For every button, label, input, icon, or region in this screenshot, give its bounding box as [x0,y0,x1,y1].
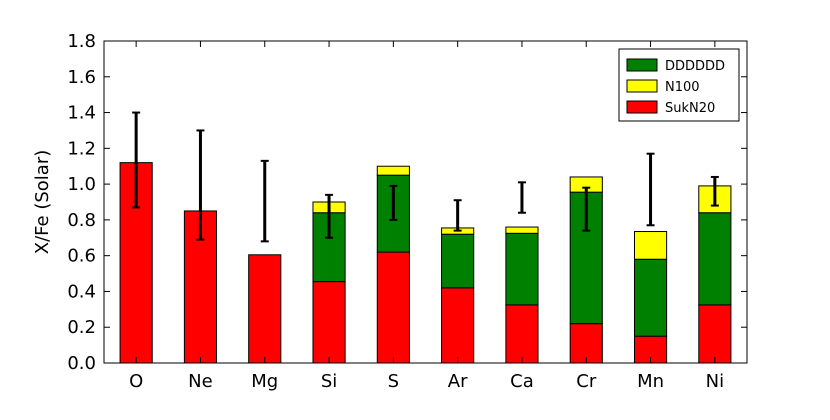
y-tick-label: 1.6 [67,67,96,88]
x-axis: O Ne Mg Si S Ar Ca Cr Mn Ni [129,41,724,392]
bar-s-n100 [376,165,410,176]
bar-mn-n100 [633,231,668,260]
legend-swatch-dddddd [626,58,658,72]
bar-mn-dddddd [633,258,668,337]
bars-layer [119,162,732,364]
x-tick-label-o: O [129,371,143,392]
legend-label-dddddd: DDDDDD [665,59,725,74]
bar-ca-sukn20 [505,304,539,364]
bar-ar-dddddd [441,233,475,289]
x-tick-label-ni: Ni [706,371,724,392]
error-bar-ni [710,175,719,207]
y-tick-label: 0.2 [67,317,96,338]
bar-ar-sukn20 [441,287,475,364]
x-tick-label-mg: Mg [251,371,278,392]
y-axis: 0.0 0.2 0.4 0.6 0.8 1.0 1.2 1.4 1.6 1.8 [67,31,747,374]
plot-frame [103,40,748,364]
error-bar-s [389,184,398,221]
x-tick-label-ca: Ca [510,371,534,392]
y-tick-label: 0.6 [67,246,96,267]
y-tick-label: 1.0 [67,174,96,195]
y-axis-label: X/Fe (Solar) [32,150,53,254]
error-bar-ca [517,181,526,214]
legend-label-n100: N100 [665,80,700,95]
y-tick-label: 0.0 [67,353,96,374]
bar-s-sukn20 [376,251,410,364]
bar-ca-dddddd [505,232,539,306]
error-bar-ne [196,129,205,241]
error-bar-mn [646,152,655,227]
y-tick-label: 1.4 [67,103,96,124]
bar-si-sukn20 [312,281,346,364]
x-tick-label-ne: Ne [188,371,213,392]
legend: DDDDDD N100 SukN20 [618,48,740,122]
error-bar-mg [260,159,269,243]
y-tick-label: 1.2 [67,138,96,159]
x-tick-label-mn: Mn [637,371,664,392]
bar-mg-sukn20 [248,254,282,364]
legend-swatch-sukn20 [626,100,658,114]
y-tick-label: 0.4 [67,281,96,302]
legend-swatch-n100 [626,79,658,93]
x-tick-label-s: S [388,371,399,392]
error-bar-cr [582,186,591,232]
error-bar-ar [453,199,462,232]
error-bars-layer [132,111,719,243]
y-tick-label: 0.8 [67,210,96,231]
y-tick-label: 1.8 [67,31,96,52]
x-tick-label-cr: Cr [576,371,597,392]
legend-label-sukn20: SukN20 [665,101,715,116]
bar-ca-n100 [505,226,539,234]
bar-ni-sukn20 [698,304,732,364]
bar-ni-dddddd [698,212,732,306]
x-tick-label-si: Si [321,371,337,392]
error-bar-si [325,193,334,239]
x-tick-label-ar: Ar [448,371,468,392]
error-bar-o [132,111,141,209]
